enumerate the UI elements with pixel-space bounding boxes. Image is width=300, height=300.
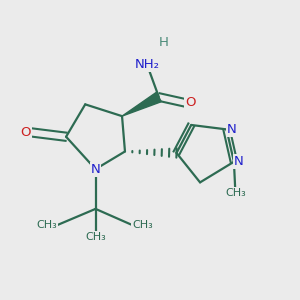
Text: N: N bbox=[91, 163, 100, 176]
Polygon shape bbox=[122, 92, 161, 116]
Text: CH₃: CH₃ bbox=[85, 232, 106, 242]
Text: H: H bbox=[158, 36, 168, 49]
Text: O: O bbox=[20, 126, 31, 139]
Text: N: N bbox=[226, 123, 236, 136]
Text: O: O bbox=[185, 96, 196, 110]
Text: CH₃: CH₃ bbox=[37, 220, 57, 230]
Text: N: N bbox=[234, 155, 244, 168]
Text: CH₃: CH₃ bbox=[132, 220, 153, 230]
Text: CH₃: CH₃ bbox=[225, 188, 246, 198]
Text: NH₂: NH₂ bbox=[135, 58, 160, 71]
